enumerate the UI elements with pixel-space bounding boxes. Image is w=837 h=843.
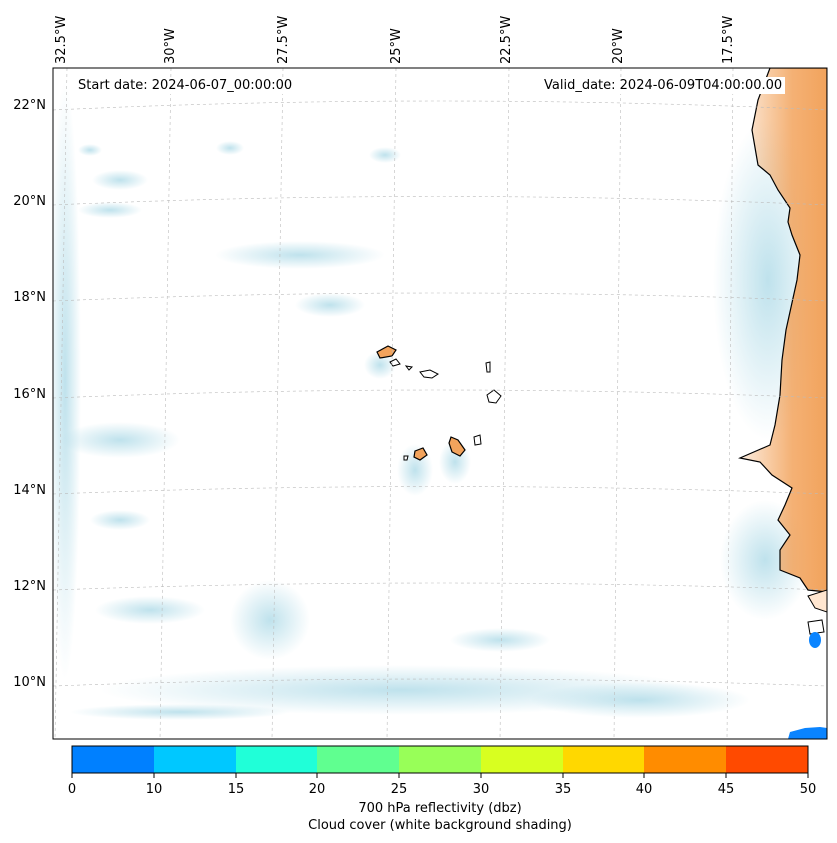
colorbar-tick: 50: [799, 782, 817, 797]
longitude-label: 27.5°W: [276, 15, 291, 64]
latitude-label: 20°N: [13, 194, 46, 209]
colorbar-segment: [72, 746, 154, 773]
colorbar-sublabel: Cloud cover (white background shading): [308, 818, 572, 833]
latitude-label: 12°N: [13, 579, 46, 594]
latitude-label: 22°N: [13, 98, 46, 113]
colorbar-segment: [317, 746, 399, 773]
colorbar-segment: [726, 746, 808, 773]
latitude-label: 16°N: [13, 387, 46, 402]
latitude-label: 10°N: [13, 675, 46, 690]
map-frame: [52, 67, 828, 740]
colorbar-segment: [236, 746, 318, 773]
cabo-verde-islands: [376, 345, 502, 461]
colorbar-tick: 40: [635, 782, 653, 797]
colorbar-segment: [399, 746, 481, 773]
colorbar-tick: 30: [472, 782, 490, 797]
longitude-label: 22.5°W: [499, 15, 514, 64]
valid-date-label: Valid_date: 2024-06-09T04:00:00.00: [541, 77, 786, 94]
colorbar-segment: [563, 746, 645, 773]
colorbar-label: 700 hPa reflectivity (dbz): [358, 801, 522, 816]
colorbar-segment: [154, 746, 236, 773]
colorbar-tick: 15: [227, 782, 245, 797]
colorbar-tick: 20: [308, 782, 326, 797]
colorbar-segment: [644, 746, 726, 773]
graticule: [53, 68, 827, 739]
longitude-label: 32.5°W: [54, 15, 69, 64]
longitude-label: 30°W: [163, 28, 178, 64]
longitude-label: 17.5°W: [721, 15, 736, 64]
start-date-label: Start date: 2024-06-07_00:00:00: [75, 77, 296, 94]
colorbar-segment: [481, 746, 563, 773]
longitude-label: 20°W: [611, 28, 626, 64]
colorbar-tick: 0: [67, 782, 77, 797]
longitude-label: 25°W: [389, 28, 404, 64]
colorbar-tick: 45: [717, 782, 735, 797]
colorbar-tick: 10: [145, 782, 163, 797]
colorbar: [71, 745, 809, 778]
coastline: [738, 68, 827, 593]
colorbar-tick: 25: [390, 782, 408, 797]
latitude-label: 18°N: [13, 290, 46, 305]
colorbar-tick: 35: [554, 782, 572, 797]
reflectivity-cells: [788, 632, 827, 739]
latitude-label: 14°N: [13, 483, 46, 498]
africa-land: [738, 68, 827, 635]
map-area: [53, 68, 827, 739]
